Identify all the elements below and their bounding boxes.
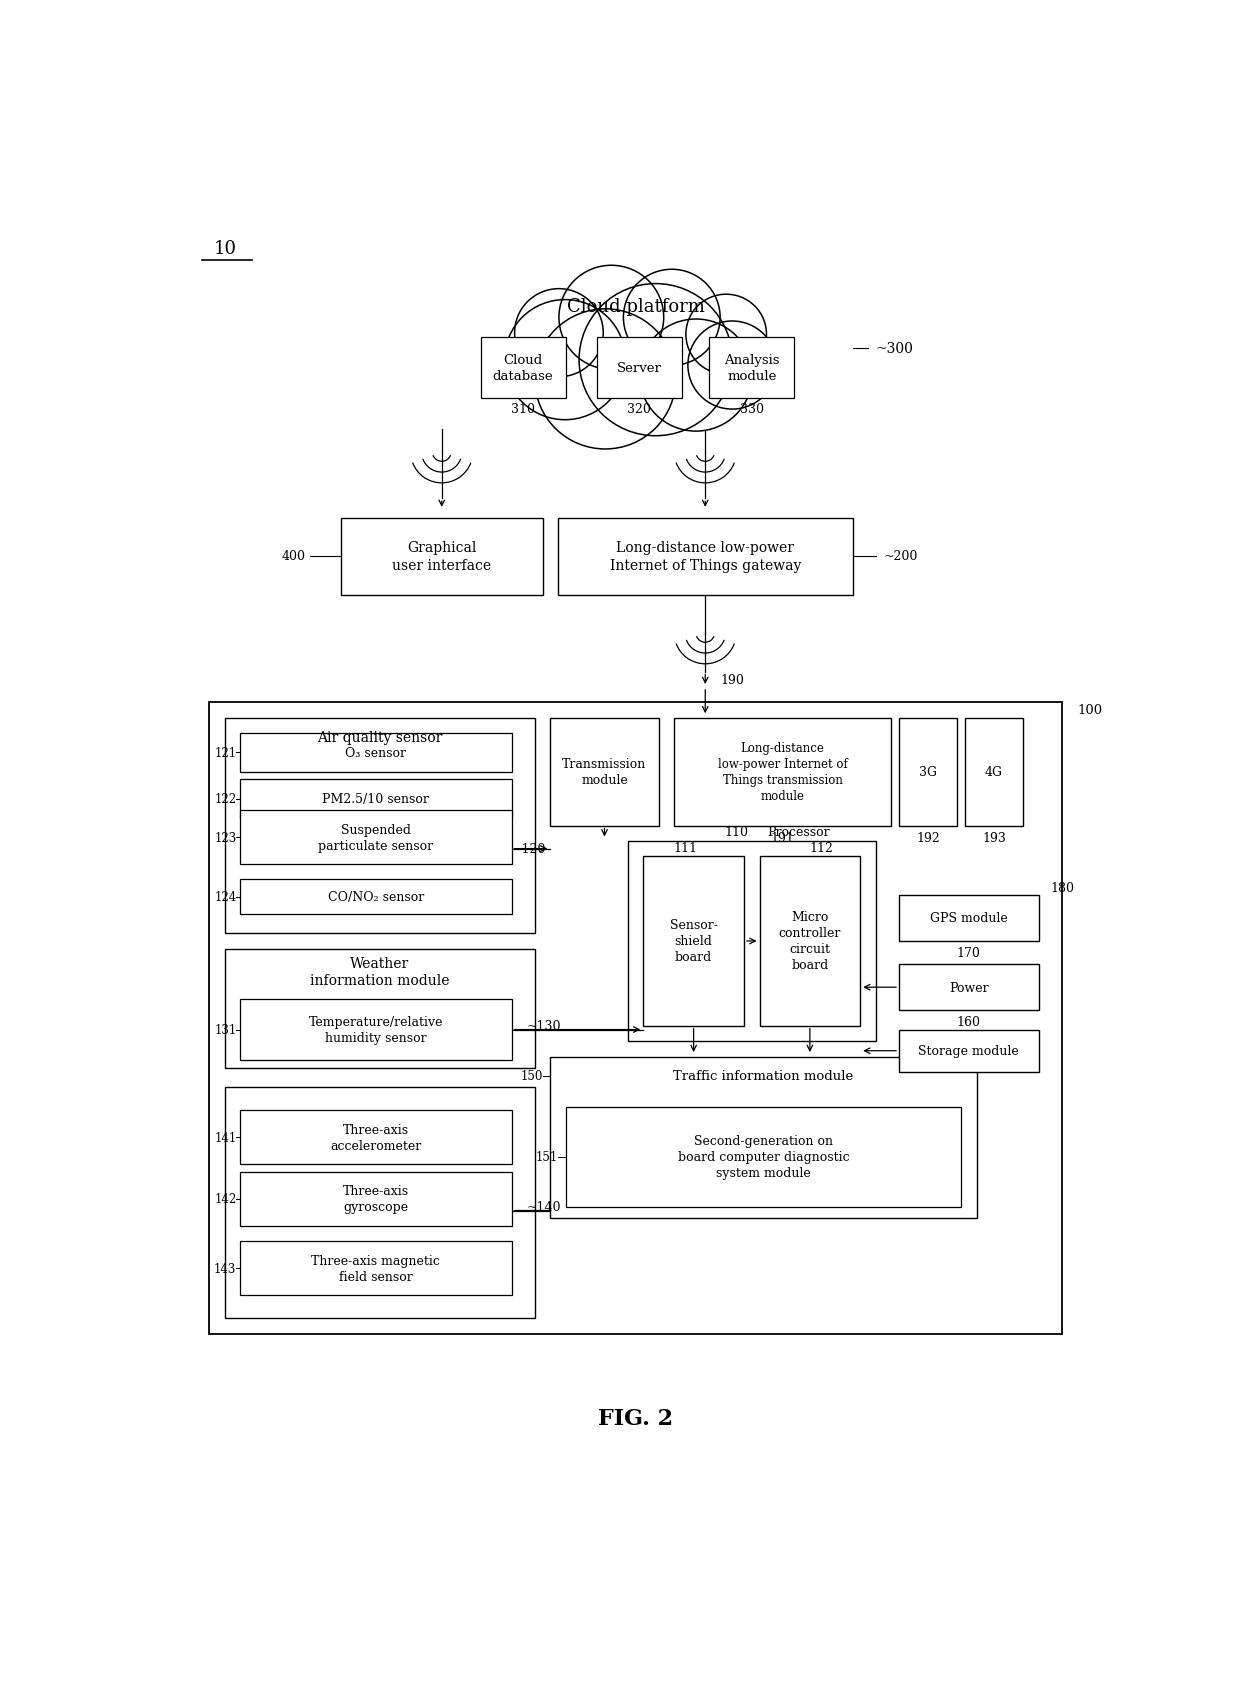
Text: 100: 100 [1078,704,1102,718]
Bar [899,1030,1039,1073]
Text: Second-generation on
board computer diagnostic
system module: Second-generation on board computer diag… [677,1135,849,1179]
Circle shape [515,289,604,378]
Circle shape [505,301,625,421]
Text: Air quality sensor: Air quality sensor [317,731,443,745]
Bar [675,718,892,826]
Text: Cloud
database: Cloud database [492,353,553,383]
Text: 191: 191 [771,831,795,844]
Bar [899,895,1039,941]
Bar [241,1000,511,1061]
Text: Micro
controller
circuit
board: Micro controller circuit board [779,910,841,971]
Text: Weather
information module: Weather information module [310,956,449,988]
Text: Three-axis
gyroscope: Three-axis gyroscope [342,1184,409,1214]
Bar [341,519,543,595]
Text: Suspended
particulate sensor: Suspended particulate sensor [319,823,434,851]
Bar [224,718,534,934]
Bar [481,338,565,399]
Text: FIG. 2: FIG. 2 [598,1407,673,1429]
Text: 151: 151 [536,1150,558,1164]
Text: 193: 193 [982,831,1006,844]
Text: GPS module: GPS module [930,912,1008,926]
Text: 310: 310 [511,402,536,415]
Bar [210,703,1061,1334]
Text: ~130: ~130 [527,1020,562,1032]
Bar [899,964,1039,1010]
Text: O₃ sensor: O₃ sensor [346,747,407,760]
Text: ~200: ~200 [883,551,918,562]
Text: ~140: ~140 [527,1201,562,1213]
Text: CO/NO₂ sensor: CO/NO₂ sensor [327,890,424,904]
Text: Cloud platform: Cloud platform [567,297,704,316]
Bar [759,856,861,1027]
Text: Analysis
module: Analysis module [724,353,780,383]
Text: 121: 121 [215,747,237,760]
Bar [241,811,511,865]
Text: 122: 122 [215,792,237,806]
Text: Long-distance
low-power Internet of
Things transmission
module: Long-distance low-power Internet of Thin… [718,741,848,802]
Bar [241,1172,511,1226]
Text: 180: 180 [1050,882,1074,893]
Bar [241,780,511,817]
Circle shape [579,284,733,436]
Bar [558,519,853,595]
Text: PM2.5/10 sensor: PM2.5/10 sensor [322,792,429,806]
Text: 10: 10 [213,240,237,258]
Bar [224,949,534,1069]
Bar [551,718,658,826]
Bar [224,1088,534,1319]
Text: 4G: 4G [985,765,1003,779]
Text: 192: 192 [916,831,940,844]
Text: 330: 330 [740,402,764,415]
Text: Temperature/relative
humidity sensor: Temperature/relative humidity sensor [309,1015,443,1044]
Bar [241,880,511,914]
Text: Graphical
user interface: Graphical user interface [392,540,491,573]
Bar [551,1057,977,1218]
Bar [241,1111,511,1165]
Text: Traffic information module: Traffic information module [673,1069,853,1083]
Text: 143: 143 [215,1262,237,1275]
Text: Long-distance low-power
Internet of Things gateway: Long-distance low-power Internet of Thin… [610,540,801,573]
Text: 320: 320 [627,402,651,415]
Text: Storage module: Storage module [919,1044,1019,1057]
Text: Transmission
module: Transmission module [563,758,646,787]
Bar [565,1106,961,1208]
Text: Three-axis
accelerometer: Three-axis accelerometer [330,1123,422,1152]
Text: 131: 131 [215,1024,237,1037]
Bar [241,733,511,772]
Text: 3G: 3G [919,765,937,779]
Bar [596,338,682,399]
Text: 123: 123 [215,831,237,844]
Circle shape [559,267,663,370]
Bar [899,718,957,826]
Circle shape [624,270,720,367]
Bar [627,841,875,1042]
Text: Power: Power [949,981,988,995]
Text: ~300: ~300 [875,341,914,356]
Text: 150: 150 [520,1069,543,1083]
Text: 160: 160 [957,1015,981,1029]
Circle shape [688,323,776,410]
Text: 111: 111 [673,841,698,855]
Text: Sensor-
shield
board: Sensor- shield board [670,919,718,964]
Text: 124: 124 [215,890,237,904]
Bar [709,338,795,399]
Text: 110: 110 [724,826,748,839]
Text: 170: 170 [957,946,981,959]
Bar [644,856,744,1027]
Text: Processor: Processor [766,826,830,839]
Text: Server: Server [618,361,662,375]
Text: 142: 142 [215,1192,237,1206]
Circle shape [534,309,676,449]
Circle shape [686,296,766,375]
Bar [241,1241,511,1295]
Text: 190: 190 [720,674,745,686]
Text: 141: 141 [215,1132,237,1143]
Text: Three-axis magnetic
field sensor: Three-axis magnetic field sensor [311,1253,440,1284]
Text: 112: 112 [810,841,833,855]
Text: 400: 400 [283,551,306,562]
Text: ~120: ~120 [512,843,547,856]
Circle shape [640,319,753,432]
Bar [965,718,1023,826]
